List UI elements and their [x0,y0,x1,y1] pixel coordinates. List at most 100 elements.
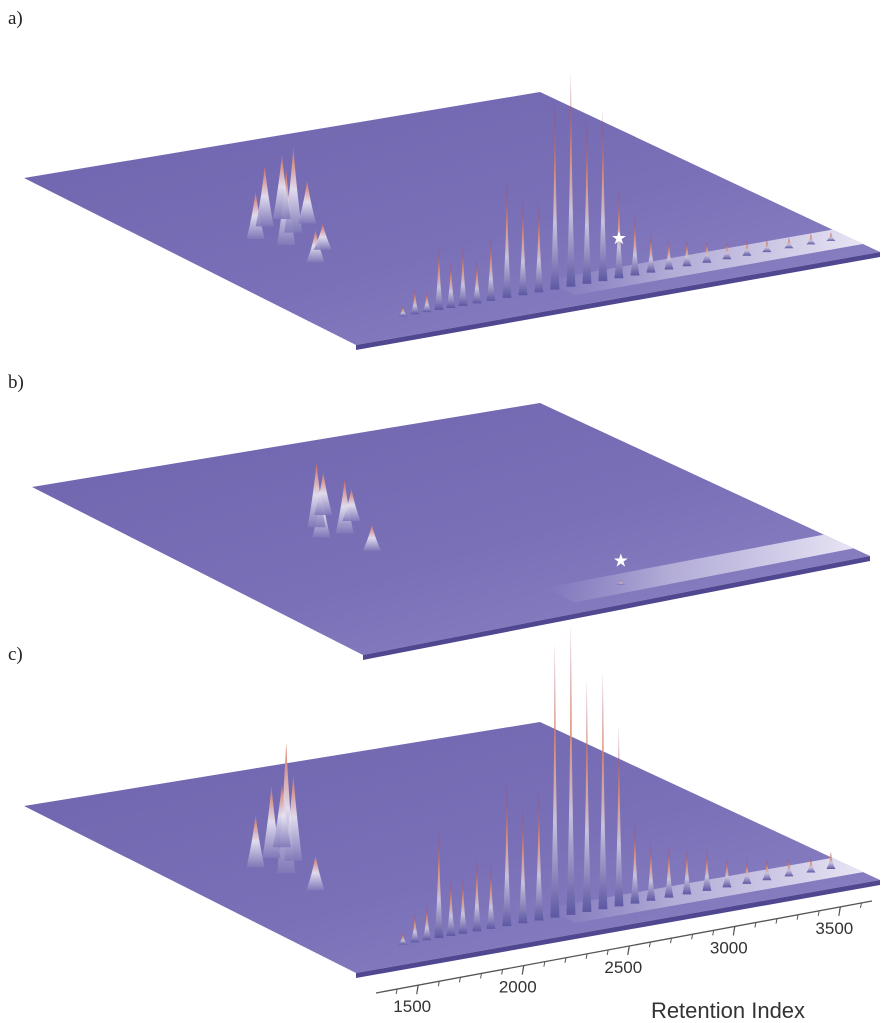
peak [826,232,836,241]
surface-plane [32,403,870,655]
x-minor-tick [395,988,398,995]
peak [422,290,432,313]
cluster-peak [272,154,291,219]
peak [806,858,816,873]
peak [616,580,626,585]
peak [598,109,608,282]
peak [434,827,444,939]
x-minor-tick [796,914,799,920]
peak [722,242,732,260]
peak [806,233,816,245]
x-major-tick [416,985,419,995]
peak [446,260,456,308]
peak [784,237,794,249]
x-minor-tick [775,918,778,924]
peak [664,239,674,270]
x-minor-tick [712,930,715,936]
peak [762,860,772,881]
peak [550,642,560,918]
x-minor-tick [437,981,440,987]
peak [566,71,576,287]
surface-plane [24,722,880,973]
panel-label: c) [8,644,23,665]
cluster-peak [246,815,265,868]
peak [646,233,656,273]
peak [722,858,732,888]
peak [826,851,836,870]
peak [486,865,496,929]
x-axis: 1500 2000 2500 3000 3500 Retention Index [375,900,873,1023]
peak [614,187,624,279]
x-major-tick [838,906,841,916]
cluster-peak [342,488,361,522]
x-minor-tick [564,957,567,963]
peak [682,848,692,895]
x-minor-tick [543,961,546,967]
panel-a: a) ★ [8,8,880,350]
peak [630,215,640,276]
peak [434,245,444,311]
x-minor-tick [480,973,483,979]
x-minor-tick [458,977,461,983]
peak [682,240,692,267]
x-tick-label: 2000 [499,978,537,997]
plane-edge [356,880,880,978]
cluster-peak [306,855,325,891]
peak [630,822,640,904]
peak [534,202,544,293]
x-tick-label: 2500 [604,958,642,977]
peak [742,240,752,256]
x-tick-label: 3000 [710,938,748,957]
x-tick-label: 3500 [815,919,853,938]
cluster-peak [362,524,381,551]
peak [582,680,592,913]
cluster-peak [255,166,274,227]
peak [518,807,528,924]
panel-label: a) [8,8,23,29]
x-minor-tick [754,922,757,928]
cluster-peak [314,471,333,515]
panel-b: b) ★ [8,372,870,660]
x-minor-tick [606,949,609,956]
peak [446,877,456,936]
cluster-peak [246,191,265,240]
x-minor-tick [501,969,504,975]
surface-plane [24,92,880,345]
x-major-tick [732,926,736,936]
ridge-band [544,534,854,603]
x-minor-tick [691,934,694,940]
peak [518,198,528,296]
x-minor-tick [817,910,820,916]
peak [502,179,512,299]
peak [472,260,482,304]
star-marker: ★ [613,550,629,571]
peak [664,845,674,898]
peak [566,624,576,915]
x-axis-title: Retention Index [651,998,805,1023]
peak [534,789,544,921]
cluster-peak [298,180,317,224]
star-marker: ★ [611,228,627,249]
peak [486,236,496,301]
cluster-peak [272,783,291,848]
peak [502,781,512,927]
peak [702,850,712,891]
peak [784,859,794,877]
peak [458,245,468,306]
plane-edge [363,556,870,660]
peak [458,875,468,934]
x-major-tick [627,945,630,956]
x-major-tick [521,965,525,975]
x-axis-line [375,900,873,994]
peak [614,726,624,907]
peak [398,305,408,317]
peak [398,932,408,945]
panel-c: c) 1500 2000 2500 3000 3500 Retention Index [8,624,880,1023]
x-tick-label: 1500 [393,997,431,1016]
peak [410,913,420,943]
x-minor-tick [648,942,651,948]
peak [410,288,420,315]
x-minor-tick [859,902,862,909]
x-minor-tick [585,953,588,959]
